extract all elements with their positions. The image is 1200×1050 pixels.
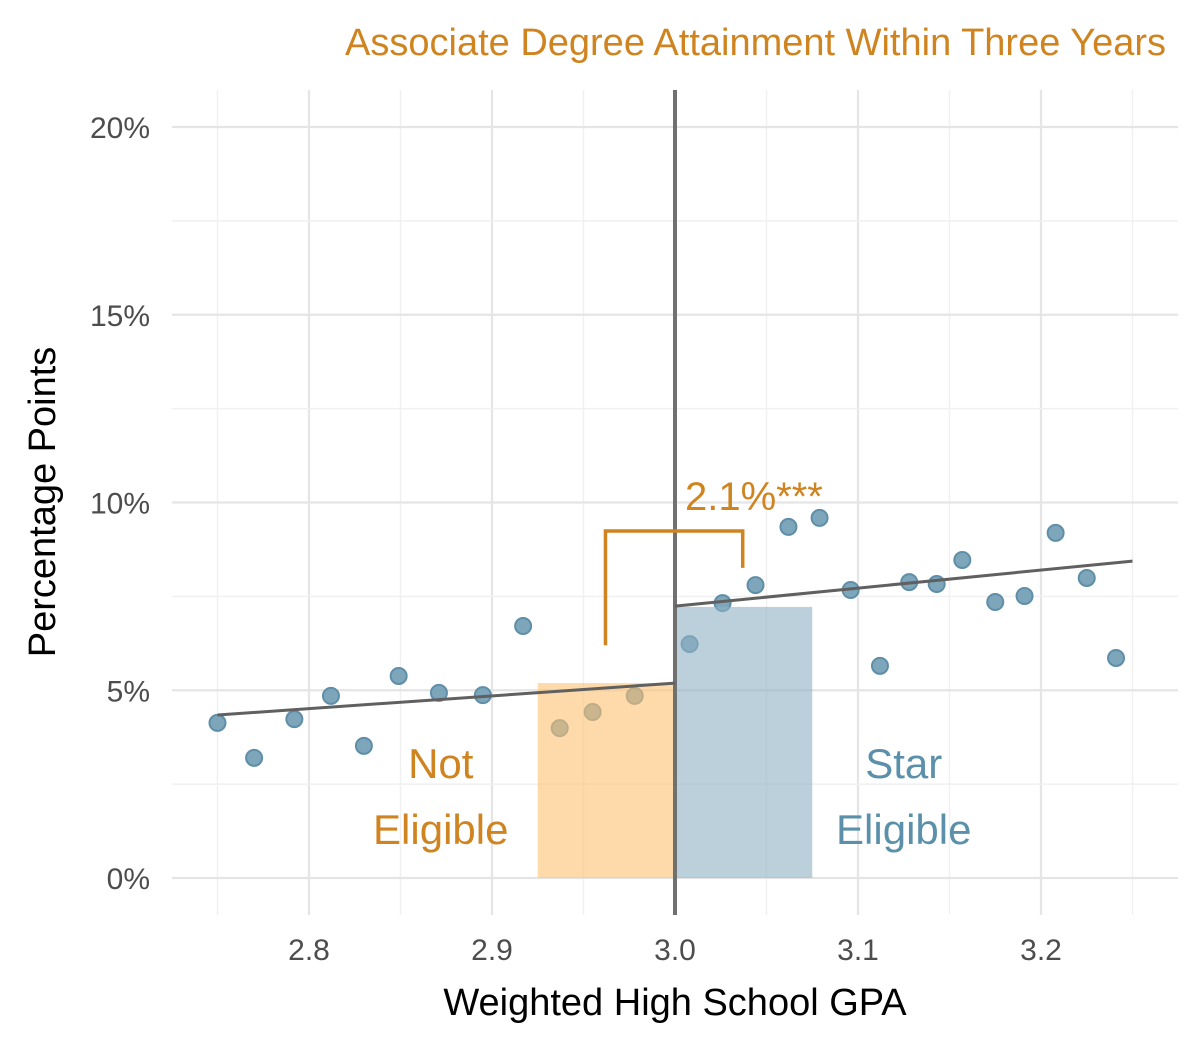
region-label-star-eligible: Eligible [836,806,971,853]
y-axis-title: Percentage Points [22,347,64,658]
data-point [208,713,227,732]
data-point [389,666,408,685]
y-tick-label: 0% [107,863,150,896]
data-point [1077,568,1096,587]
bars [537,606,813,878]
data-point [870,656,889,675]
data-point [746,576,765,595]
data-point [779,517,798,536]
region-label-not-eligible: Eligible [373,806,508,853]
x-axis-title: Weighted High School GPA [443,982,907,1024]
tick-labels: 2.8 2.9 3.0 3.1 3.2 0% 5% 10% 15% 20% [90,112,1062,967]
fit-line-left [217,681,676,717]
data-point [1107,648,1126,667]
bar-not-eligible [537,683,675,878]
data-point [245,748,264,767]
x-tick-label: 3.0 [654,934,696,967]
data-point [1015,586,1034,605]
data-point [285,710,304,729]
annotation: 2.1%*** Not Eligible Star Eligible [373,475,971,853]
y-tick-label: 10% [90,488,150,521]
fit-line-right [674,559,1133,608]
region-label-not-eligible: Not [408,740,474,787]
y-tick-label: 5% [107,675,150,708]
chart-title: Associate Degree Attainment Within Three… [345,22,1166,64]
data-point [354,736,373,755]
y-tick-label: 20% [90,112,150,145]
effect-bracket [603,529,745,646]
data-point [514,617,533,636]
data-point [810,508,829,527]
region-label-star-eligible: Star [865,740,942,787]
effect-label: 2.1%*** [685,475,823,519]
x-tick-label: 3.1 [837,934,879,967]
data-point [1046,523,1065,542]
data-point [953,550,972,569]
x-tick-label: 2.8 [288,934,330,967]
x-tick-label: 3.2 [1020,934,1062,967]
data-point [986,593,1005,612]
fit-lines [217,90,1133,915]
y-tick-label: 15% [90,300,150,333]
bar-star-eligible [675,606,813,878]
data-point [321,686,340,705]
x-tick-label: 2.9 [471,934,513,967]
